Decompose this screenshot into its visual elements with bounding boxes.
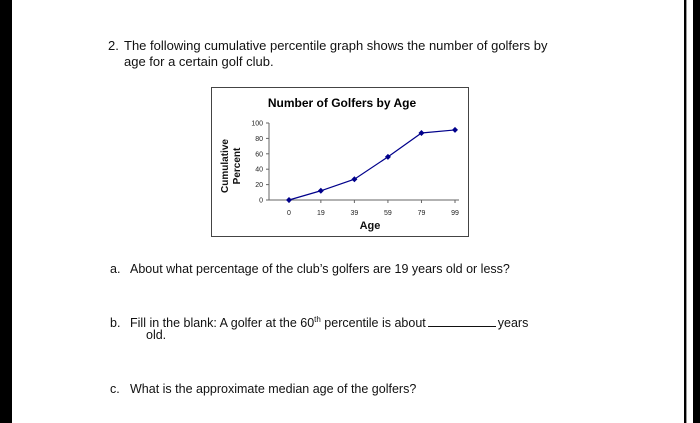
y-axis-label-line2: Percent	[232, 147, 243, 184]
x-axis-label: Age	[360, 220, 381, 232]
question-text: The following cumulative percentile grap…	[124, 38, 548, 69]
data-point-marker	[452, 126, 458, 133]
part-a: a. About what percentage of the club’s go…	[110, 261, 510, 278]
answer-blank[interactable]	[427, 315, 496, 328]
series	[286, 126, 458, 203]
x-tick-label: 39	[350, 210, 358, 217]
y-tick-label: 100	[251, 121, 263, 128]
y-tick-label: 0	[259, 198, 263, 205]
chart-title: Number of Golfers by Age	[268, 96, 417, 110]
x-tick-label: 99	[451, 210, 459, 217]
x-tick-label: 79	[418, 210, 426, 217]
part-b-text-after: percentile is about	[320, 316, 426, 331]
axes	[266, 122, 459, 203]
chart: Number of Golfers by Age Cumulative Perc…	[211, 87, 469, 237]
y-tick-label: 80	[255, 136, 263, 143]
x-tick-label: 19	[317, 210, 325, 217]
data-point-marker	[286, 197, 292, 203]
y-axis-label-line1: Cumulative	[220, 139, 231, 193]
data-point-marker	[384, 153, 391, 160]
part-b-superscript: th	[314, 315, 321, 324]
part-a-letter: a.	[110, 262, 121, 276]
series-line	[288, 129, 456, 201]
part-c: c. What is the approximate median age of …	[110, 381, 416, 398]
data-point-marker	[351, 176, 358, 183]
data-point-marker	[317, 187, 324, 194]
y-tick-label: 20	[255, 182, 263, 189]
y-tick-label: 60	[255, 151, 263, 158]
chart-svg: Number of Golfers by Age Cumulative Perc…	[220, 96, 459, 232]
part-b-text-before: Fill in the blank: A golfer at the 60	[130, 316, 315, 331]
part-c-letter: c.	[110, 382, 120, 396]
part-b-units: years	[497, 316, 529, 331]
right-border-strip	[686, 0, 693, 423]
x-tick-label: 59	[384, 210, 392, 217]
part-b: b. Fill in the blank: A golfer at the 60t…	[110, 311, 560, 332]
y-tick-label: 40	[255, 167, 263, 174]
data-point-marker	[418, 130, 425, 137]
part-b-line2: old.	[146, 328, 167, 342]
x-tick-label: 0	[287, 210, 291, 217]
left-border	[0, 0, 12, 423]
part-c-text: What is the approximate median age of th…	[130, 382, 417, 396]
y-axis-label: Cumulative Percent	[220, 139, 243, 193]
question-number: 2.	[108, 38, 119, 53]
tick-labels: 0 20 40 60 80 100 0 19 39 59 79 99	[251, 121, 459, 218]
part-b-letter: b.	[110, 316, 121, 331]
part-a-text: About what percentage of the club’s golf…	[130, 262, 510, 276]
